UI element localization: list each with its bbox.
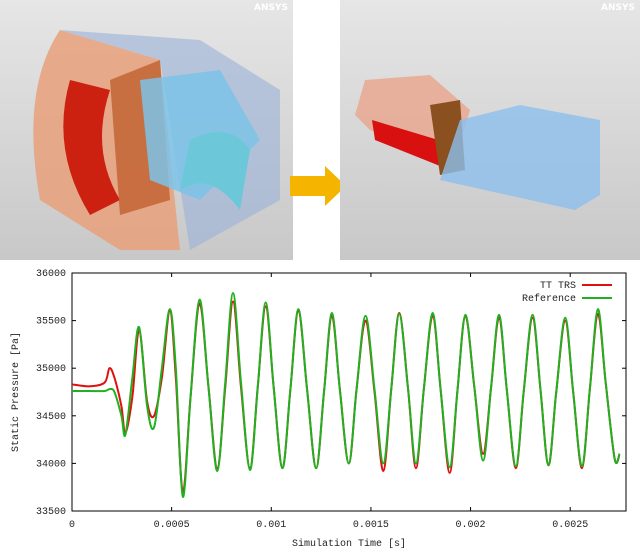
- series-line: [71, 291, 621, 498]
- x-tick-label: 0: [69, 520, 75, 531]
- x-tick-label: 0.001: [256, 520, 286, 531]
- x-tick-label: 0.0015: [353, 520, 389, 531]
- render-left: ANSYS: [0, 0, 293, 260]
- y-tick-label: 35000: [36, 364, 66, 375]
- plot-frame: [71, 272, 627, 512]
- x-axis-label: Simulation Time [s]: [292, 538, 406, 550]
- render-right: ANSYS: [340, 0, 640, 260]
- legend-label: TT TRS: [540, 281, 576, 292]
- arrow: [290, 166, 346, 206]
- y-tick-label: 33500: [36, 507, 66, 518]
- y-tick-label: 34000: [36, 459, 66, 470]
- x-tick-label: 0.0005: [154, 520, 190, 531]
- y-axis-label: Static Pressure [Pa]: [10, 332, 22, 452]
- y-tick-label: 34500: [36, 412, 66, 423]
- series-line: [71, 300, 621, 493]
- x-tick-label: 0.0025: [552, 520, 588, 531]
- legend-label: Reference: [522, 293, 576, 305]
- x-tick-label: 0.002: [456, 520, 486, 531]
- y-tick-label: 36000: [36, 269, 66, 280]
- y-tick-label: 35500: [36, 317, 66, 328]
- logo: ANSYS: [601, 3, 635, 13]
- logo: ANSYS: [254, 3, 288, 13]
